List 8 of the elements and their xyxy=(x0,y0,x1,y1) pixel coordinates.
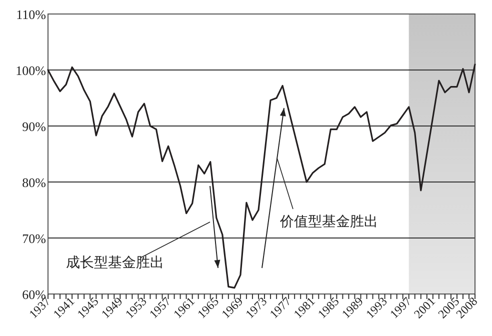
annotation: 价值型基金胜出 xyxy=(279,214,378,230)
y-tick-label: 90% xyxy=(22,119,46,134)
y-tick-label: 70% xyxy=(22,231,46,246)
y-tick-label: 80% xyxy=(22,175,46,190)
annotation: 成长型基金胜出 xyxy=(66,255,164,271)
line-series xyxy=(47,64,476,289)
y-tick-label: 100% xyxy=(16,63,46,78)
y-tick-label: 110% xyxy=(16,7,46,22)
